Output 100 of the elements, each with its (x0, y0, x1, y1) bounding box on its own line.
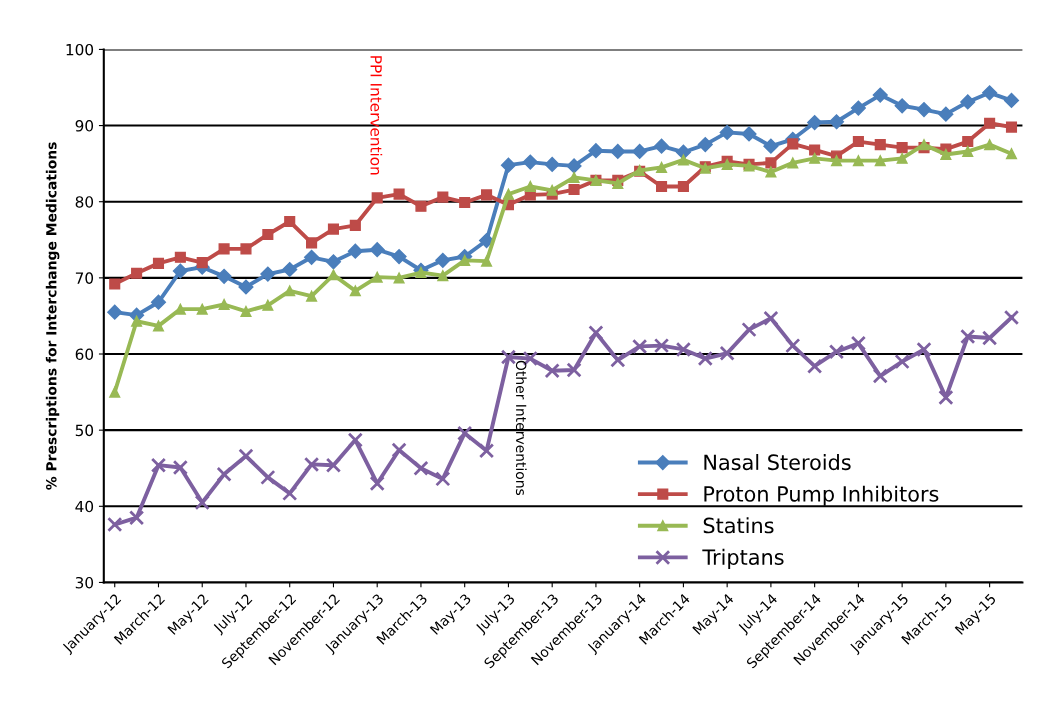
point (962, 136, 974, 148)
point (741, 322, 757, 338)
point (415, 200, 427, 212)
point (741, 126, 757, 142)
point (653, 337, 670, 354)
point (172, 459, 188, 476)
point (653, 138, 670, 154)
point (809, 144, 821, 156)
point (962, 145, 974, 158)
point (325, 254, 342, 270)
y-tick-label: 100 (66, 43, 94, 56)
point (284, 215, 296, 228)
point (981, 330, 998, 346)
point (610, 143, 626, 160)
point (282, 485, 298, 501)
point (960, 328, 976, 345)
point (896, 142, 908, 154)
point (131, 315, 143, 327)
point (765, 166, 777, 178)
annotation: PPI Intervention (370, 56, 383, 175)
legend-label: Statins (703, 517, 774, 534)
point (393, 272, 405, 284)
point (174, 251, 186, 263)
point (349, 285, 361, 297)
point (850, 335, 867, 351)
point (522, 154, 538, 170)
point (675, 341, 692, 358)
point (655, 161, 668, 174)
point (1005, 121, 1018, 133)
point (984, 117, 996, 129)
point (415, 266, 427, 279)
point (128, 510, 145, 526)
point (502, 188, 514, 200)
point (393, 188, 405, 200)
point (240, 243, 252, 255)
point (216, 466, 232, 482)
point (478, 443, 495, 459)
y-axis-title: % Prescriptions for Interchange Medications (45, 142, 60, 490)
point (152, 320, 165, 332)
point (459, 196, 471, 209)
point (1003, 92, 1020, 109)
point (262, 299, 274, 311)
point (303, 456, 320, 473)
point (874, 139, 886, 151)
point (938, 389, 954, 406)
point (152, 257, 165, 269)
point (850, 100, 866, 116)
point (916, 341, 932, 358)
point (347, 243, 363, 259)
point (500, 157, 517, 173)
point (807, 114, 823, 131)
point (546, 184, 558, 196)
annotation: Other Interventions (515, 360, 527, 496)
point (260, 469, 276, 486)
point (697, 350, 713, 367)
point (787, 157, 799, 169)
point (457, 425, 473, 441)
point (216, 268, 232, 284)
point (763, 310, 779, 326)
point (500, 349, 517, 365)
point (391, 442, 407, 458)
point (238, 279, 254, 295)
point (437, 191, 449, 203)
point (940, 148, 952, 161)
point (610, 352, 626, 368)
point (371, 271, 383, 283)
point (828, 114, 845, 130)
point (719, 124, 735, 140)
point (260, 266, 276, 282)
point (984, 139, 996, 151)
point (524, 180, 536, 193)
point (566, 158, 582, 174)
point (369, 242, 385, 258)
point (566, 362, 582, 378)
point (238, 448, 254, 464)
point (568, 183, 580, 196)
point (391, 248, 407, 265)
point (544, 363, 560, 379)
point (369, 475, 385, 492)
point (894, 98, 910, 114)
y-tick-label: 50 (75, 424, 94, 437)
point (413, 460, 429, 476)
point (459, 254, 471, 266)
point (544, 156, 560, 172)
point (677, 154, 689, 166)
point (349, 219, 361, 231)
legend-label: Proton Pump Inhibitors (704, 485, 939, 506)
point (481, 255, 493, 267)
point (588, 143, 604, 159)
point (304, 249, 320, 265)
point (938, 106, 954, 122)
y-tick-label: 40 (75, 500, 94, 513)
point (172, 263, 188, 279)
point (325, 457, 342, 473)
point (435, 252, 451, 268)
point (150, 294, 167, 310)
point (218, 298, 230, 311)
point (109, 386, 121, 398)
point (874, 155, 886, 167)
point (282, 261, 298, 278)
